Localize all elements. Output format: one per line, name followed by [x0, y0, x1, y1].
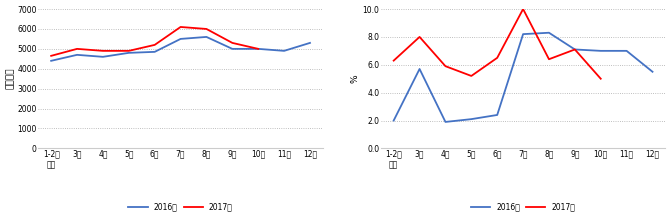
2016年: [623, 50, 631, 52]
2017年: [125, 50, 133, 52]
2016年: [73, 54, 81, 56]
2016年: [47, 60, 55, 62]
Line: 2017年: 2017年: [51, 27, 258, 56]
2016年: [493, 114, 501, 116]
Line: 2016年: 2016年: [51, 37, 310, 61]
2016年: [176, 38, 185, 40]
2016年: [519, 33, 527, 35]
2016年: [390, 119, 398, 122]
2016年: [228, 48, 236, 50]
2016年: [125, 52, 133, 54]
2017年: [467, 75, 475, 77]
2016年: [571, 48, 579, 51]
2017年: [73, 48, 81, 50]
2017年: [176, 26, 185, 28]
2017年: [390, 59, 398, 62]
Y-axis label: 亿千瓦时: 亿千瓦时: [5, 68, 15, 89]
Line: 2017年: 2017年: [394, 9, 601, 79]
2017年: [493, 57, 501, 59]
2016年: [203, 36, 211, 38]
2017年: [203, 28, 211, 30]
2016年: [415, 68, 423, 70]
2016年: [254, 48, 262, 50]
2016年: [597, 50, 605, 52]
2016年: [442, 121, 450, 123]
2016年: [545, 31, 553, 34]
2016年: [280, 50, 288, 52]
2016年: [306, 42, 314, 44]
2017年: [571, 48, 579, 51]
2016年: [648, 70, 656, 73]
2017年: [442, 65, 450, 67]
2017年: [519, 8, 527, 10]
2017年: [415, 36, 423, 38]
2017年: [597, 77, 605, 80]
Line: 2016年: 2016年: [394, 33, 652, 122]
Legend: 2016年, 2017年: 2016年, 2017年: [125, 199, 236, 212]
2016年: [467, 118, 475, 120]
2016年: [99, 56, 107, 58]
2017年: [254, 48, 262, 50]
2017年: [47, 54, 55, 57]
Y-axis label: %: %: [351, 74, 360, 83]
2017年: [151, 44, 159, 46]
Legend: 2016年, 2017年: 2016年, 2017年: [468, 199, 578, 212]
2017年: [545, 58, 553, 60]
2016年: [151, 51, 159, 53]
2017年: [228, 42, 236, 44]
2017年: [99, 50, 107, 52]
